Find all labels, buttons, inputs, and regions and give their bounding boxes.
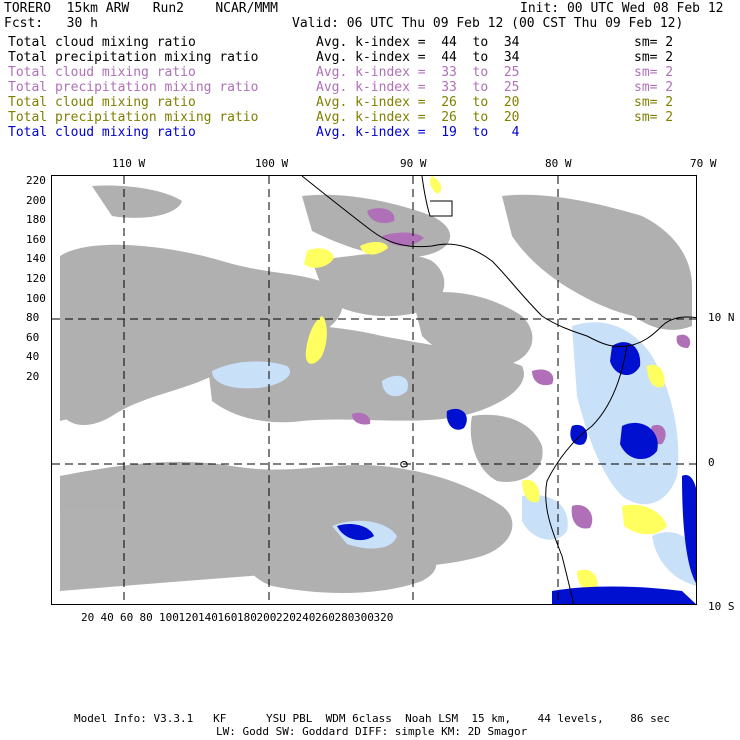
legend-kindex: Avg. k-index = 33 to 25 (316, 80, 520, 95)
x-tick-label: 60 (120, 611, 134, 624)
lon-label-100w: 100 W (255, 157, 289, 170)
model-info-line: Model Info: V3.3.1 KF YSU PBL WDM 6class… (74, 712, 671, 725)
x-tick-label: 120 (178, 611, 199, 624)
legend-kindex: Avg. k-index = 19 to 4 (316, 125, 520, 140)
legend-sm: sm= 2 (634, 110, 674, 125)
coastline (301, 176, 696, 604)
x-tick-label: 240 (295, 611, 316, 624)
legend-field: Total cloud mixing ratio (8, 65, 196, 80)
legend-field: Total precipitation mixing ratio (8, 50, 259, 65)
y-tick-label: 40 (26, 350, 40, 364)
map-panel (51, 175, 697, 605)
weather-map (52, 176, 696, 604)
lon-label-70w: 70 W (690, 157, 717, 170)
y-tick-label: 120 (26, 272, 46, 285)
legend-sm: sm= 2 (634, 80, 674, 95)
x-tick-label: 20 (81, 611, 95, 624)
lat-label-10n: 10 N (708, 311, 735, 324)
legend-kindex: Avg. k-index = 44 to 34 (316, 50, 520, 65)
legend-field: Total cloud mixing ratio (8, 35, 196, 50)
legend-kindex: Avg. k-index = 33 to 25 (316, 65, 520, 80)
lon-label-110w: 110 W (112, 157, 146, 170)
legend-sm: sm= 2 (634, 50, 674, 65)
forecast-hour: Fcst: 30 h (4, 16, 98, 31)
x-tick-label: 80 (139, 611, 153, 624)
lon-label-80w: 80 W (545, 157, 572, 170)
valid-time: Valid: 06 UTC Thu 09 Feb 12 (00 CST Thu … (292, 16, 684, 31)
x-tick-label: 300 (354, 611, 374, 624)
physics-info-line: LW: Godd SW: Goddard DIFF: simple KM: 2D… (216, 725, 528, 738)
lat-label-0: 0 (708, 456, 715, 469)
y-tick-label: 100 (26, 291, 46, 305)
legend-field: Total cloud mixing ratio (8, 125, 196, 140)
x-tick-label: 140 (198, 611, 218, 624)
model-title: TORERO 15km ARW Run2 NCAR/MMM (4, 1, 278, 16)
legend-field: Total cloud mixing ratio (8, 95, 196, 110)
x-tick-label: 160 (217, 611, 238, 624)
x-tick-label: 200 (256, 611, 277, 624)
x-tick-label: 100 (159, 611, 179, 624)
legend-kindex: Avg. k-index = 26 to 20 (316, 110, 520, 125)
x-tick-label: 320 (373, 611, 394, 624)
y-tick-label: 140 (26, 252, 46, 266)
cloud-field-yellow (304, 176, 667, 593)
y-tick-label: 20 (26, 370, 40, 383)
y-tick-label: 200 (26, 193, 46, 207)
x-tick-label: 40 (100, 611, 114, 624)
y-tick-label: 60 (26, 330, 40, 344)
legend-field: Total precipitation mixing ratio (8, 80, 259, 95)
y-tick-label: 180 (26, 213, 46, 227)
y-tick-label: 80 (26, 311, 40, 325)
legend-sm: sm= 2 (634, 65, 674, 80)
y-tick-label: 160 (26, 232, 46, 246)
lat-lon-grid (52, 176, 696, 604)
legend-sm: sm= 2 (634, 35, 674, 50)
lat-label-10s: 10 S (708, 600, 735, 613)
legend-sm: sm= 2 (634, 95, 674, 110)
x-tick-label: 220 (276, 611, 296, 624)
legend-kindex: Avg. k-index = 26 to 20 (316, 95, 520, 110)
legend-field: Total precipitation mixing ratio (8, 110, 259, 125)
x-tick-label: 260 (315, 611, 335, 624)
x-tick-label: 180 (237, 611, 257, 624)
x-tick-label: 280 (334, 611, 355, 624)
y-tick-label: 220 (26, 174, 46, 187)
legend-kindex: Avg. k-index = 44 to 34 (316, 35, 520, 50)
cloud-field-gray (60, 185, 692, 593)
init-time: Init: 00 UTC Wed 08 Feb 12 (520, 1, 724, 16)
lon-label-90w: 90 W (400, 157, 427, 170)
